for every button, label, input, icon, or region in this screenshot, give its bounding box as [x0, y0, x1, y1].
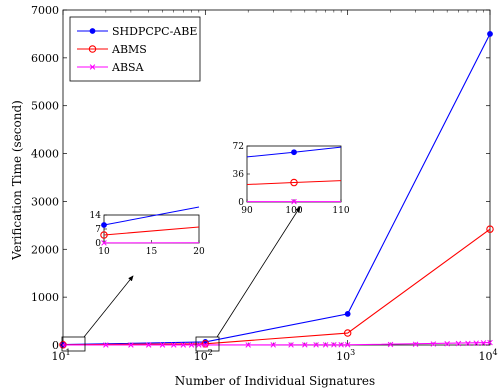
data-point-abms	[201, 340, 210, 348]
data-point-absa	[60, 342, 66, 348]
y-tick-label: 2000	[31, 243, 59, 256]
data-point-absa-extra	[473, 340, 479, 346]
data-point-absa-extra	[196, 342, 202, 348]
data-point-absa-extra	[245, 342, 251, 348]
data-point-shdpcpc-abe	[344, 310, 351, 317]
inset-data-point-abms	[290, 178, 298, 187]
data-point-absa-extra	[322, 342, 329, 348]
inset-x-tick-label: 15	[146, 247, 158, 257]
inset-1: 0 7 14 10 15 20	[90, 206, 205, 257]
zoom-box-1	[61, 336, 86, 352]
inset-y-tick-label: 0	[238, 198, 244, 208]
inset-data-point-abms	[100, 231, 108, 239]
axis-labels: Verification Time (second) Number of Ind…	[10, 100, 375, 388]
inset-data-point-shdpcpc-abe	[291, 149, 297, 156]
data-point-absa-extra	[270, 342, 276, 348]
x-tick-label: 103	[336, 348, 355, 363]
series-line-shdpcpc-abe	[62, 33, 491, 346]
data-point-absa-extra	[188, 342, 195, 348]
inset-series-line-abms	[246, 180, 342, 185]
data-point-absa-extra	[128, 342, 134, 348]
inset-data-point-shdpcpc-abe	[101, 222, 107, 228]
zoom-box-2	[195, 336, 220, 352]
data-point-abms	[343, 329, 352, 337]
y-tick-label: 5000	[31, 100, 59, 113]
legend-marker	[89, 28, 96, 34]
inset-x-tick-label: 20	[193, 247, 205, 257]
data-point-absa-extra	[313, 342, 319, 348]
x-tick-base: 10	[478, 350, 492, 363]
data-point-absa-extra	[430, 341, 437, 347]
legend: SHDPCPC-ABE ABMS ABSA	[69, 16, 201, 82]
data-point-absa-extra	[444, 341, 450, 347]
inset-x-tick-label: 90	[241, 206, 253, 216]
x-tick-label: 101	[51, 348, 70, 363]
inset-y-tick-label: 0	[95, 239, 101, 249]
x-axis-label: Number of Individual Signatures	[175, 374, 375, 388]
inset-series-line-shdpcpc-abe	[103, 206, 200, 226]
x-tick-base: 10	[336, 350, 350, 363]
data-point-absa-extra	[103, 342, 109, 348]
y-tick-label: 3000	[31, 195, 59, 208]
legend-label: ABSA	[111, 61, 145, 74]
legend-marker	[89, 64, 96, 70]
y-tick-label: 4000	[31, 148, 59, 161]
data-point-absa	[202, 342, 209, 348]
x-tick-label: 102	[194, 348, 213, 363]
data-point-absa-extra	[465, 340, 471, 347]
data-point-absa-extra	[288, 342, 294, 348]
inset-y-tick-label: 14	[90, 211, 102, 221]
y-tick-label: 1000	[31, 291, 59, 304]
y-tick-label: 7000	[31, 4, 59, 17]
x-tick-exponent: 1	[65, 348, 70, 357]
data-point-absa-extra	[480, 340, 487, 346]
inset-2: 0 36 72 90 100 110	[233, 142, 350, 216]
legend-label: ABMS	[111, 43, 147, 56]
data-point-absa-extra	[302, 342, 308, 348]
series-line-abms	[62, 228, 491, 346]
x-tick-base: 10	[194, 350, 208, 363]
data-point-abms	[486, 225, 494, 233]
series-line-absa	[62, 342, 491, 346]
zoom-arrow-2	[216, 206, 301, 338]
data-point-absa-extra	[455, 340, 462, 347]
x-tick-label: 104	[478, 348, 497, 363]
inset-y-tick-label: 7	[95, 225, 101, 235]
y-tick-label: 6000	[31, 52, 59, 65]
data-point-absa-extra	[412, 341, 419, 348]
zoom-arrow-1	[83, 275, 134, 338]
inset-data-point-absa	[291, 198, 297, 205]
inset-x-tick-label: 110	[332, 206, 349, 216]
data-point-absa-extra	[331, 342, 337, 348]
data-point-absa-extra	[338, 342, 344, 348]
data-point-absa	[487, 339, 493, 346]
inset-y-tick-label: 36	[233, 170, 245, 180]
inset-x-tick-label: 10	[98, 247, 110, 257]
y-axis-label: Verification Time (second)	[10, 100, 24, 261]
legend-marker	[88, 45, 97, 53]
x-tick-exponent: 2	[208, 348, 213, 357]
inset-frame	[103, 214, 200, 244]
data-point-absa-extra	[159, 342, 166, 348]
data-point-absa	[344, 342, 351, 348]
inset-x-tick-label: 100	[285, 206, 302, 216]
inset-y-tick-label: 72	[233, 142, 244, 152]
legend-label: SHDPCPC-ABE	[112, 25, 197, 38]
x-tick-base: 10	[51, 350, 65, 363]
data-point-absa-extra	[145, 342, 152, 348]
data-point-shdpcpc-abe	[487, 31, 493, 37]
inset-series-line-abms	[103, 226, 200, 236]
data-point-absa-extra	[387, 341, 394, 348]
x-tick-exponent: 4	[492, 348, 497, 357]
insets: 0 7 14 10 15 20 0 36 72 90 100 110	[61, 142, 350, 352]
y-tick-label: 0	[52, 339, 59, 352]
data-point-absa-extra	[180, 342, 187, 348]
data-point-absa-extra	[171, 342, 177, 348]
inset-data-point-absa	[101, 240, 107, 246]
x-tick-exponent: 3	[350, 348, 355, 357]
